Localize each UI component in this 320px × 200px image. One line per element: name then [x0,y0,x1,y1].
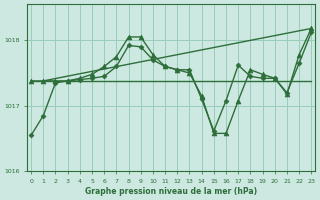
X-axis label: Graphe pression niveau de la mer (hPa): Graphe pression niveau de la mer (hPa) [85,187,257,196]
